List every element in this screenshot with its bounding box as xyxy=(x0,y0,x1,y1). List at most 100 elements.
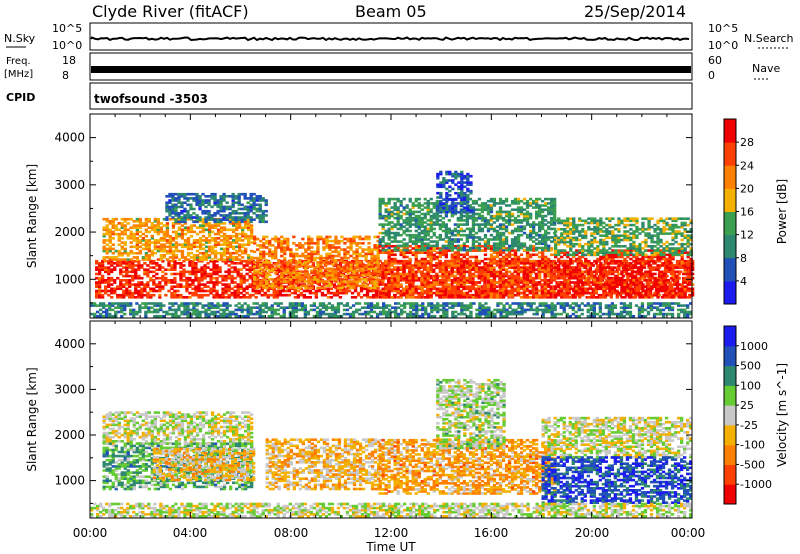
range-gate-cell xyxy=(390,268,394,271)
range-gate-cell xyxy=(390,270,394,274)
range-gate-cell xyxy=(450,262,454,265)
range-gate-cell xyxy=(105,243,109,246)
range-gate-cell xyxy=(271,269,275,273)
range-gate-cell xyxy=(426,202,430,205)
range-gate-cell xyxy=(477,268,481,271)
range-gate-cell xyxy=(393,208,397,211)
range-gate-cell xyxy=(165,245,170,249)
range-gate-cell xyxy=(513,270,518,274)
range-gate-cell xyxy=(204,239,209,242)
range-gate-cell xyxy=(486,266,490,269)
range-gate-cell xyxy=(538,276,542,280)
range-gate-cell xyxy=(129,234,133,238)
range-gate-cell xyxy=(236,285,240,288)
range-gate-cell xyxy=(171,245,176,249)
range-gate-cell xyxy=(504,293,508,297)
range-gate-cell xyxy=(138,217,142,221)
range-gate-cell xyxy=(180,201,184,204)
range-gate-cell xyxy=(538,259,542,263)
range-gate-cell xyxy=(152,270,156,274)
range-gate-cell xyxy=(255,216,259,219)
range-gate-cell xyxy=(329,287,334,291)
range-gate-cell xyxy=(516,281,520,284)
range-gate-cell xyxy=(158,296,162,299)
range-gate-cell xyxy=(313,252,317,256)
range-gate-cell xyxy=(216,205,220,209)
range-gate-cell xyxy=(307,265,311,268)
range-gate-cell xyxy=(140,287,144,291)
range-gate-cell xyxy=(486,245,491,248)
range-gate-cell xyxy=(113,266,117,269)
range-gate-cell xyxy=(123,251,127,255)
range-gate-cell xyxy=(128,296,132,299)
range-gate-cell xyxy=(219,199,223,202)
range-gate-cell xyxy=(265,273,269,277)
range-gate-cell xyxy=(126,251,130,255)
range-gate-cell xyxy=(232,239,236,242)
range-gate-cell xyxy=(232,247,236,251)
range-gate-cell xyxy=(384,259,388,263)
range-gate-cell xyxy=(289,282,293,285)
range-gate-cell xyxy=(192,241,197,244)
range-gate-cell xyxy=(346,261,350,264)
range-gate-cell xyxy=(331,246,335,249)
range-gate-cell xyxy=(495,289,499,293)
range-gate-cell xyxy=(532,259,536,263)
range-gate-cell xyxy=(498,276,502,280)
range-gate-cell xyxy=(322,242,326,245)
range-gate-cell xyxy=(197,270,201,274)
range-gate-cell xyxy=(203,293,207,297)
range-gate-cell xyxy=(355,256,359,260)
range-gate-cell xyxy=(245,264,249,267)
range-gate-cell xyxy=(153,217,157,221)
range-gate-cell xyxy=(541,283,545,286)
range-gate-cell xyxy=(423,296,427,299)
range-gate-cell xyxy=(210,197,214,200)
range-gate-cell xyxy=(122,283,126,286)
range-gate-cell xyxy=(370,263,374,266)
range-gate-cell xyxy=(213,220,217,224)
range-gate-cell xyxy=(370,280,374,283)
range-gate-cell xyxy=(420,208,424,211)
range-gate-cell xyxy=(215,264,219,267)
range-gate-cell xyxy=(471,287,476,291)
range-gate-cell xyxy=(371,289,376,293)
range-gate-cell xyxy=(146,268,150,271)
range-gate-cell xyxy=(501,257,506,261)
range-gate-cell xyxy=(483,272,487,276)
range-gate-cell xyxy=(252,192,256,196)
range-gate-cell xyxy=(191,270,195,274)
range-gate-cell xyxy=(120,251,124,255)
range-gate-cell xyxy=(402,219,406,222)
range-gate-cell xyxy=(113,268,117,271)
range-gate-cell xyxy=(384,204,388,207)
range-gate-cell xyxy=(337,273,341,277)
range-gate-cell xyxy=(435,255,439,259)
range-gate-cell xyxy=(474,262,478,265)
range-gate-cell xyxy=(525,274,530,278)
range-gate-cell xyxy=(498,257,503,261)
range-gate-cell xyxy=(405,248,409,252)
range-gate-cell xyxy=(414,296,418,299)
range-gate-cell xyxy=(114,217,118,221)
range-gate-cell xyxy=(411,206,415,209)
range-gate-cell xyxy=(98,264,102,267)
range-gate-cell xyxy=(174,254,179,257)
range-gate-cell xyxy=(477,285,482,288)
range-gate-cell xyxy=(228,195,232,198)
range-gate-cell xyxy=(310,239,314,243)
range-gate-cell xyxy=(201,209,205,213)
range-gate-cell xyxy=(477,272,482,276)
range-gate-cell xyxy=(301,246,305,249)
range-gate-cell xyxy=(450,259,454,263)
range-gate-cell xyxy=(131,276,135,280)
range-gate-cell xyxy=(541,255,545,259)
range-gate-cell xyxy=(308,289,312,293)
range-gate-cell xyxy=(265,235,269,239)
range-gate-cell xyxy=(480,266,485,269)
range-gate-cell xyxy=(402,229,406,233)
range-gate-cell xyxy=(522,276,527,280)
range-gate-cell xyxy=(423,257,427,261)
range-gate-cell xyxy=(159,226,163,229)
range-gate-cell xyxy=(480,245,485,248)
